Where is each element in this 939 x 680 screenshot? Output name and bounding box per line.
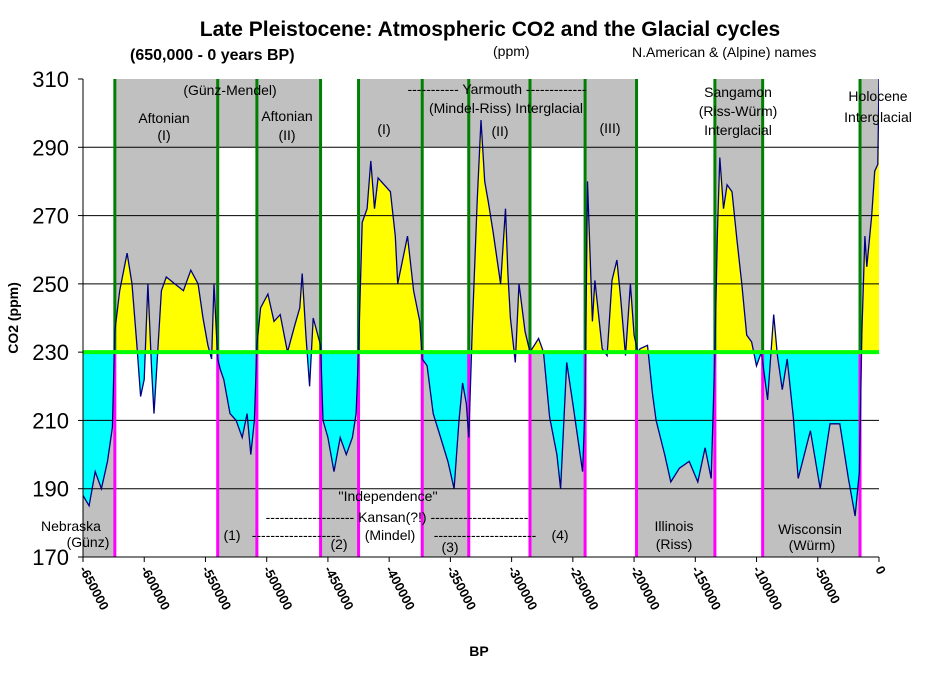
label-yarmouth-3: (III) (600, 120, 621, 136)
top-band (860, 79, 879, 148)
label-yarmouth-1: (I) (377, 121, 390, 137)
y-tick-label: 310 (32, 67, 69, 92)
label-riss-wurm: (Riss-Würm) (699, 103, 778, 119)
label-yarmouth-2: (II) (491, 123, 508, 139)
label-kansan-2: (2) (330, 536, 347, 552)
label-independence: ''Independence'' (338, 488, 437, 504)
annotations: (Günz-Mendel) Aftonian (I) Aftonian (II)… (41, 81, 912, 555)
label-kansan-4: (4) (551, 527, 568, 543)
label-gunz-mendel: (Günz-Mendel) (183, 82, 276, 98)
label-mindel: (Mindel) (365, 527, 416, 543)
unit-note: (ppm) (493, 43, 530, 59)
co2-series (83, 79, 879, 517)
y-tick-label: 170 (32, 545, 69, 570)
x-tick-label: -350000 (444, 563, 480, 612)
names-note: N.American & (Alpine) names (632, 44, 816, 60)
x-tick-label: -50000 (811, 563, 843, 606)
x-axis-title: BP (469, 643, 488, 659)
chart-subtitle: (650,000 - 0 years BP) (130, 47, 295, 64)
x-tick-label: -300000 (505, 563, 541, 612)
period-boundaries (113, 79, 862, 557)
label-holocene-interglacial: Interglacial (844, 109, 912, 125)
label-aftonian-1-num: (I) (157, 127, 170, 143)
chart-title: Late Pleistocene: Atmospheric CO2 and th… (200, 18, 780, 41)
y-tick-label: 270 (32, 204, 69, 229)
x-tick-label: -100000 (750, 563, 786, 612)
y-axis-title: CO2 (ppm) (5, 282, 21, 354)
x-tick-label: -450000 (321, 563, 357, 612)
label-kansan-3: (3) (441, 539, 458, 555)
label-nebraska: Nebraska (41, 518, 101, 534)
gridlines (83, 146, 879, 490)
y-tick-label: 290 (32, 135, 69, 160)
label-gunz: (Günz) (67, 534, 110, 550)
label-illinois: Illinois (655, 518, 694, 534)
y-tick-label: 190 (32, 477, 69, 502)
below-baseline-fill (83, 352, 879, 516)
y-tick-label: 250 (32, 272, 69, 297)
x-tick-label: -250000 (566, 563, 602, 612)
label-kansan-1: (1) (223, 527, 240, 543)
top-band (358, 79, 637, 148)
x-tick-label: -150000 (689, 563, 725, 612)
x-tick-label: -650000 (76, 563, 112, 612)
label-mindel-dashes-left: ------------------- (252, 527, 341, 543)
x-tick-label: -550000 (199, 563, 235, 612)
x-tick-label: -400000 (383, 563, 419, 612)
x-tick-label: -500000 (260, 563, 296, 612)
x-tick-label: -600000 (138, 563, 174, 612)
label-kansan: ------------------- Kansan(?!) ---------… (266, 509, 529, 525)
label-mindel-riss: (Mindel-Riss) Interglacial (429, 100, 583, 116)
label-mindel-dashes-right: ---------------------- (434, 527, 537, 543)
label-holocene: Holocene (848, 88, 907, 104)
label-riss: (Riss) (656, 536, 693, 552)
label-aftonian-2: Aftonian (261, 108, 312, 124)
label-aftonian-2-num: (II) (278, 127, 295, 143)
x-tick-label: 0 (872, 563, 889, 576)
x-tick-label: -200000 (627, 563, 663, 612)
y-tick-label: 210 (32, 408, 69, 433)
label-sangamon: Sangamon (704, 84, 772, 100)
label-wisconsin: Wisconsin (778, 521, 842, 537)
co2-line (83, 79, 879, 517)
label-yarmouth: ----------- Yarmouth ------------- (407, 81, 586, 97)
label-wurm: (Würm) (789, 537, 836, 553)
label-sangamon-interglacial: Interglacial (704, 122, 772, 138)
top-band (714, 79, 763, 148)
label-aftonian-1: Aftonian (138, 110, 189, 126)
y-tick-label: 230 (32, 340, 69, 365)
